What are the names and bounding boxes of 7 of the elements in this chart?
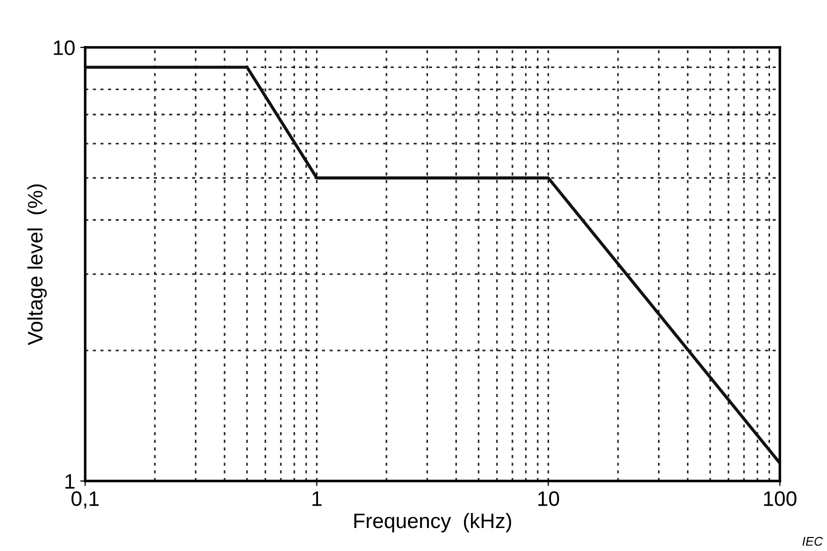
x-axis-title: Frequency (kHz) [354, 512, 512, 532]
x-tick-label: 0,1 [72, 491, 99, 509]
x-tick-label: 10 [538, 491, 560, 506]
x-tick-label: 100 [764, 491, 796, 506]
x-tick-label: 1 [312, 492, 322, 506]
y-axis-title: Voltage level (%) [27, 184, 47, 346]
text: IEC [802, 536, 823, 546]
